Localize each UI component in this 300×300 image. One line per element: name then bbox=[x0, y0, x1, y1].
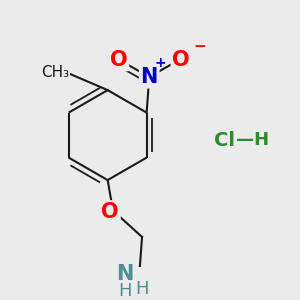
Text: H: H bbox=[118, 282, 132, 300]
Text: Cl: Cl bbox=[214, 131, 235, 150]
Text: N: N bbox=[116, 264, 134, 284]
Text: CH₃: CH₃ bbox=[41, 65, 69, 80]
Text: O: O bbox=[110, 50, 128, 70]
Text: +: + bbox=[154, 56, 166, 70]
Text: −: − bbox=[193, 39, 206, 54]
Text: —H: —H bbox=[236, 131, 269, 149]
Text: O: O bbox=[172, 50, 190, 70]
Text: H: H bbox=[135, 280, 149, 298]
Text: N: N bbox=[141, 67, 158, 87]
Text: O: O bbox=[101, 202, 119, 222]
